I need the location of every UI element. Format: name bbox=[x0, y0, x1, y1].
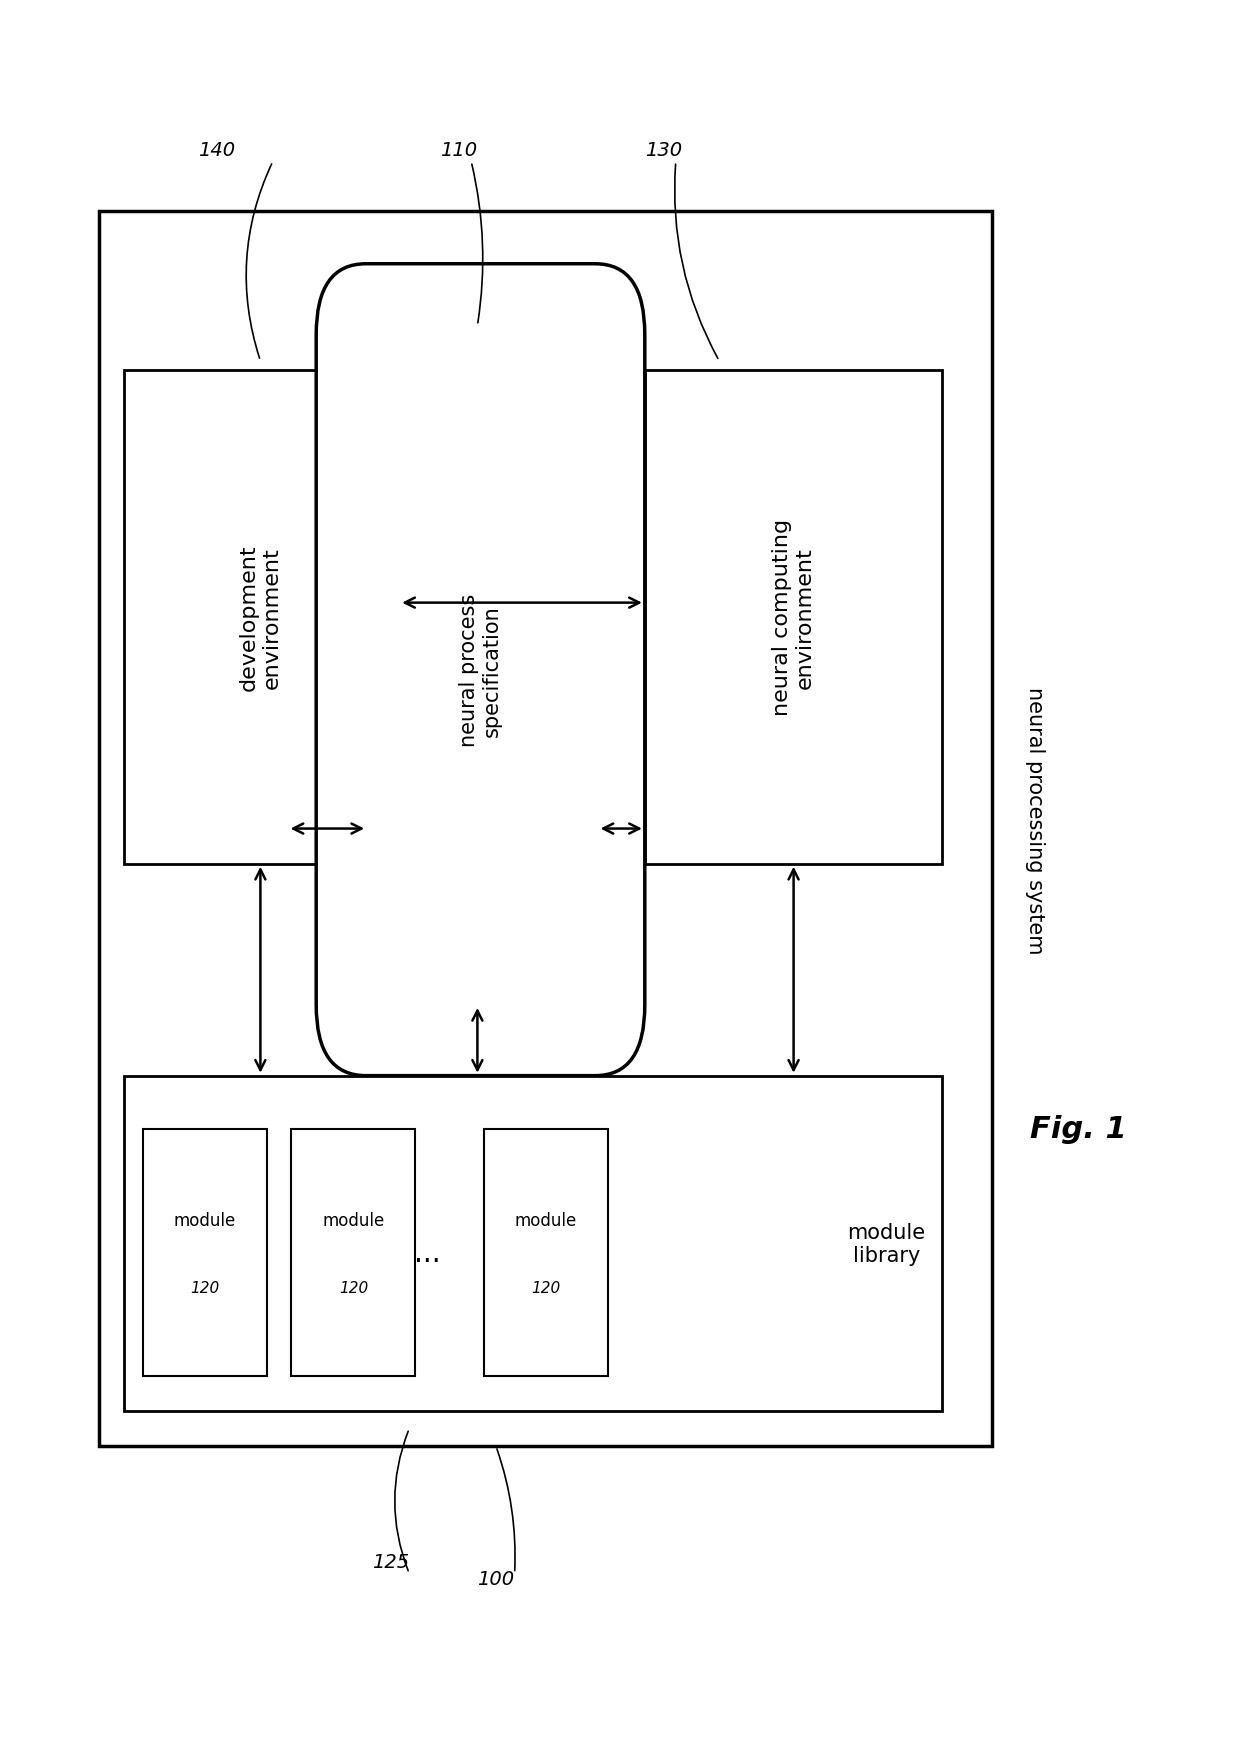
Text: development
environment: development environment bbox=[239, 543, 281, 691]
Text: neural processing system: neural processing system bbox=[1025, 686, 1045, 954]
Text: 120: 120 bbox=[339, 1281, 368, 1295]
Text: 140: 140 bbox=[198, 141, 236, 159]
Text: module: module bbox=[322, 1212, 384, 1230]
Text: 100: 100 bbox=[477, 1570, 515, 1588]
FancyBboxPatch shape bbox=[316, 265, 645, 1076]
Text: Fig. 1: Fig. 1 bbox=[1030, 1115, 1127, 1143]
Text: module
library: module library bbox=[847, 1222, 926, 1265]
Text: 130: 130 bbox=[645, 141, 682, 159]
Text: 125: 125 bbox=[372, 1552, 409, 1570]
Text: 110: 110 bbox=[440, 141, 477, 159]
FancyBboxPatch shape bbox=[484, 1129, 608, 1376]
Text: module: module bbox=[174, 1212, 236, 1230]
Text: ···: ··· bbox=[414, 1247, 441, 1275]
FancyBboxPatch shape bbox=[143, 1129, 267, 1376]
FancyBboxPatch shape bbox=[124, 1076, 942, 1411]
FancyBboxPatch shape bbox=[99, 212, 992, 1446]
Text: 120: 120 bbox=[531, 1281, 560, 1295]
FancyBboxPatch shape bbox=[645, 370, 942, 864]
Text: neural process
specification: neural process specification bbox=[459, 594, 502, 746]
FancyBboxPatch shape bbox=[124, 370, 397, 864]
FancyBboxPatch shape bbox=[291, 1129, 415, 1376]
Text: module: module bbox=[515, 1212, 577, 1230]
Text: neural computing
environment: neural computing environment bbox=[773, 519, 815, 716]
Text: 120: 120 bbox=[190, 1281, 219, 1295]
